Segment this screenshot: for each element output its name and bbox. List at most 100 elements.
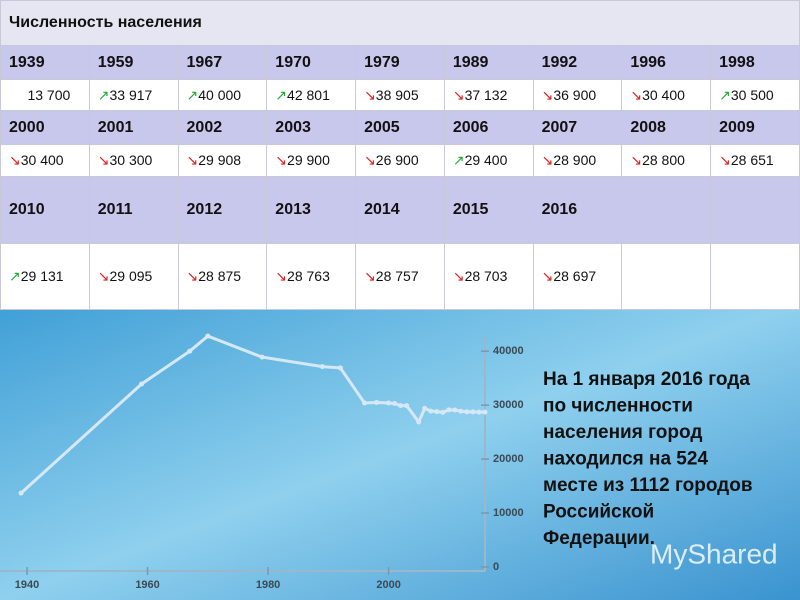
data-point xyxy=(374,399,380,405)
year-cell: 1996 xyxy=(621,45,712,80)
x-tick-label: 2000 xyxy=(376,579,400,591)
value-cell: ↗33 917 xyxy=(88,79,179,111)
year-cell: 1992 xyxy=(532,45,623,80)
value-cell: ↘28 900 xyxy=(532,144,623,177)
y-tick-label: 40000 xyxy=(493,345,524,357)
year-cell: 2000 xyxy=(0,110,90,145)
data-point xyxy=(392,401,398,407)
caption-line: по численности xyxy=(543,396,693,417)
year-cell: 2012 xyxy=(177,176,268,244)
table-title: Численность населения xyxy=(0,0,800,46)
data-point xyxy=(458,408,464,414)
value-cell: ↗40 000 xyxy=(177,79,268,111)
value-cell: ↗29 131 xyxy=(0,243,90,310)
y-tick-label: 10000 xyxy=(493,507,524,519)
caption-line: находился на 524 xyxy=(543,449,708,470)
value-cell: ↘30 400 xyxy=(0,144,90,177)
value-cell: ↘28 875 xyxy=(177,243,268,310)
caption-line: населения город xyxy=(543,422,702,443)
data-point xyxy=(464,409,470,415)
year-cell: 2006 xyxy=(443,110,534,145)
value-cell: ↘28 703 xyxy=(443,243,534,310)
x-tick-label: 1960 xyxy=(135,579,159,591)
caption-line: Российской xyxy=(543,502,654,523)
year-cell: 1998 xyxy=(710,45,800,80)
chart-background xyxy=(0,303,800,600)
value-cell: ↘37 132 xyxy=(443,79,534,111)
value-cell: ↘38 905 xyxy=(355,79,445,111)
year-cell: 2005 xyxy=(355,110,445,145)
value-cell: ↗29 400 xyxy=(443,144,534,177)
data-point xyxy=(205,333,211,339)
population-table: Численность населения 1939 1959 1967 1970 19… xyxy=(0,0,800,310)
year-cell: 2015 xyxy=(443,176,534,244)
year-cell: 2008 xyxy=(621,110,712,145)
year-cell: 1967 xyxy=(177,45,268,80)
data-point xyxy=(404,403,410,409)
value-cell: ↘28 651 xyxy=(710,144,800,177)
empty-cell xyxy=(710,176,800,244)
value-cell: ↘29 095 xyxy=(88,243,179,310)
data-point xyxy=(398,403,404,409)
value-cell: ↗42 801 xyxy=(266,79,357,111)
year-cell: 2016 xyxy=(532,176,623,244)
year-cell: 2014 xyxy=(355,176,445,244)
year-cell: 1939 xyxy=(0,45,90,80)
value-cell: ↘28 800 xyxy=(621,144,712,177)
year-cell: 2013 xyxy=(266,176,357,244)
data-point xyxy=(259,354,265,360)
year-cell: 2011 xyxy=(88,176,179,244)
caption-line: На 1 января 2016 года xyxy=(543,369,750,390)
value-cell: ↘26 900 xyxy=(355,144,445,177)
y-tick-label: 30000 xyxy=(493,399,524,411)
value-cell: ↘28 757 xyxy=(355,243,445,310)
empty-cell xyxy=(621,176,712,244)
data-point xyxy=(440,409,446,415)
table-row: 2010 2011 2012 2013 2014 2015 2016 xyxy=(0,176,800,244)
data-point xyxy=(434,409,440,415)
data-point xyxy=(337,365,343,371)
year-cell: 2009 xyxy=(710,110,800,145)
year-cell: 2003 xyxy=(266,110,357,145)
table-row: ↘30 400 ↘30 300 ↘29 908 ↘29 900 ↘26 900 ↗29 4… xyxy=(0,144,800,177)
table-row: 13 700 ↗33 917 ↗40 000 ↗42 801 ↘38 905 ↘37 13… xyxy=(0,79,800,111)
year-cell: 2002 xyxy=(177,110,268,145)
data-point xyxy=(422,405,428,411)
data-point xyxy=(470,409,476,415)
data-point xyxy=(476,409,482,415)
year-cell: 1959 xyxy=(88,45,179,80)
empty-cell xyxy=(710,243,800,310)
empty-cell xyxy=(621,243,712,310)
value-cell: ↘28 697 xyxy=(532,243,623,310)
year-cell: 1979 xyxy=(355,45,445,80)
data-point xyxy=(416,419,422,425)
data-point xyxy=(187,348,193,354)
data-point xyxy=(386,400,392,406)
value-cell: ↘36 900 xyxy=(532,79,623,111)
y-tick-label: 20000 xyxy=(493,453,524,465)
year-cell: 2007 xyxy=(532,110,623,145)
value-cell: ↘30 400 xyxy=(621,79,712,111)
data-point xyxy=(482,409,488,415)
year-cell: 1989 xyxy=(443,45,534,80)
watermark: MyShared xyxy=(650,538,778,569)
data-point xyxy=(319,364,325,370)
year-cell: 2010 xyxy=(0,176,90,244)
caption-line: месте из 1112 городов xyxy=(543,475,753,496)
caption-line: Федерации. xyxy=(543,528,655,549)
data-point xyxy=(139,381,145,387)
value-cell: 13 700 xyxy=(0,79,90,111)
value-cell: ↘28 763 xyxy=(266,243,357,310)
year-cell: 1970 xyxy=(266,45,357,80)
x-tick-label: 1940 xyxy=(15,579,39,591)
data-point xyxy=(361,400,367,406)
data-point xyxy=(18,490,24,496)
table-row: ↗29 131 ↘29 095 ↘28 875 ↘28 763 ↘28 757 ↘28 7… xyxy=(0,243,800,310)
value-cell: ↘29 908 xyxy=(177,144,268,177)
table-row: 2000 2001 2002 2003 2005 2006 2007 2008 2009 xyxy=(0,110,800,145)
data-point xyxy=(452,407,458,413)
value-cell: ↘29 900 xyxy=(266,144,357,177)
year-cell: 2001 xyxy=(88,110,179,145)
